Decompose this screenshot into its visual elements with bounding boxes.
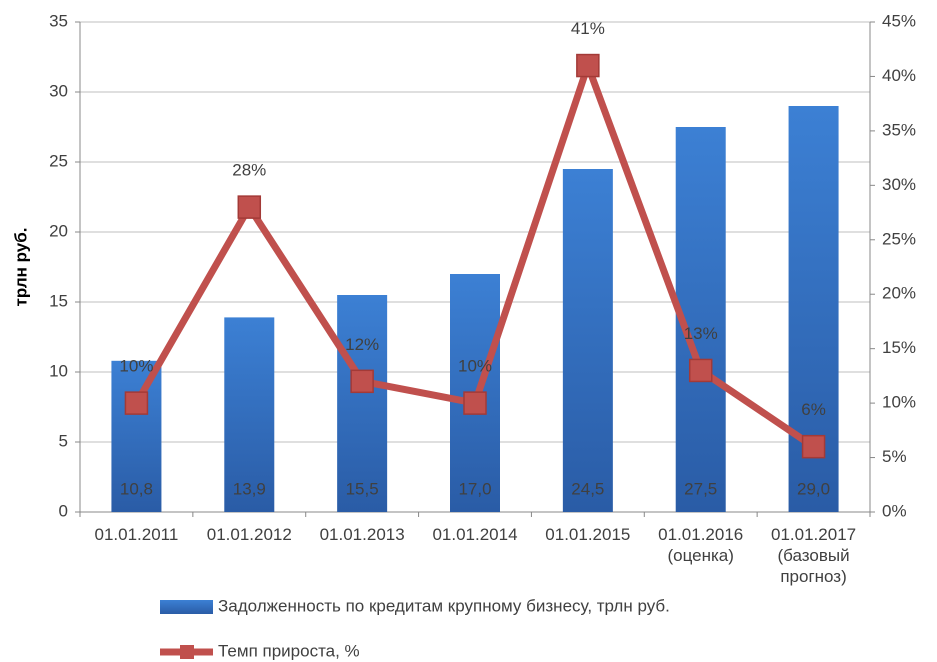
x-tick-label: 01.01.2014 [432,525,518,544]
x-tick-label: 01.01.2011 [94,525,179,544]
bar [111,360,162,512]
bar [337,295,388,512]
data-label: 24,5 [571,479,604,498]
data-label: 28% [232,161,266,180]
y2-tick-label: 25% [882,229,916,248]
data-label: 12% [345,335,379,354]
legend-swatch [180,645,194,659]
y-tick-label: 0 [59,501,68,520]
x-tick-label: 01.01.2017 (базовый прогноз) [771,525,857,586]
y2-tick-label: 30% [882,175,916,194]
bar [562,169,613,512]
x-tick-label: 01.01.2016 (оценка) [658,525,744,565]
y2-tick-label: 0% [882,501,907,520]
y-tick-label: 15 [49,291,68,310]
y-tick-label: 5 [59,431,68,450]
y-axis-label: трлн руб. [11,228,30,307]
y2-tick-label: 20% [882,284,916,303]
y2-tick-label: 5% [882,447,907,466]
marker [237,195,262,219]
y2-tick-label: 40% [882,66,916,85]
data-label: 13,9 [233,479,266,498]
data-label: 10,8 [120,479,153,498]
data-label: 13% [684,324,718,343]
marker [124,391,149,415]
y-tick-label: 35 [49,11,68,30]
y2-tick-label: 45% [882,11,916,30]
data-label: 15,5 [346,479,379,498]
data-label: 10% [458,357,492,376]
data-label: 10% [119,357,153,376]
y-tick-label: 10 [49,361,68,380]
y2-tick-label: 10% [882,393,916,412]
y2-tick-label: 35% [882,120,916,139]
legend-swatch [160,600,213,614]
data-label: 27,5 [684,479,717,498]
x-tick-label: 01.01.2012 [206,525,292,544]
legend-label: Темп прироста, % [218,641,360,660]
y-tick-label: 30 [49,81,68,100]
marker [576,53,600,78]
marker [801,434,826,459]
y2-tick-label: 15% [882,338,916,357]
data-label: 29,0 [797,479,830,498]
marker [463,391,487,415]
bar [224,317,275,512]
marker [350,369,374,394]
x-tick-label: 01.01.2013 [319,525,405,544]
legend-label: Задолженность по кредитам крупному бизне… [218,596,670,615]
data-label: 41% [571,19,605,38]
data-label: 6% [801,400,826,419]
marker [688,358,713,383]
y-tick-label: 25 [49,151,68,170]
y-tick-label: 20 [49,221,68,240]
data-label: 17,0 [458,479,491,498]
x-tick-label: 01.01.2015 [545,525,631,544]
